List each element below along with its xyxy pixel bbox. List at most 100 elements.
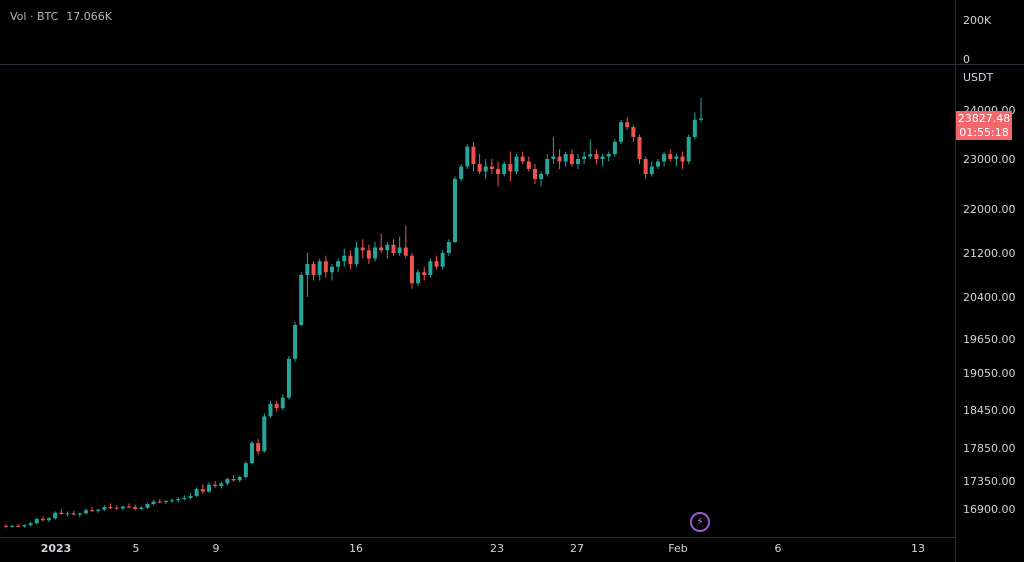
- candle-body: [545, 159, 550, 174]
- candle-body: [575, 159, 580, 164]
- candle-body: [53, 512, 58, 519]
- candle-body: [385, 244, 390, 251]
- price-tick-label: 21200.00: [963, 247, 1016, 260]
- candle-body: [71, 513, 76, 515]
- candle-body: [520, 156, 525, 162]
- candle-body: [446, 242, 451, 253]
- candle-body: [188, 495, 193, 498]
- candles-group: [4, 97, 703, 529]
- candle-body: [4, 525, 8, 527]
- candle-body: [674, 156, 679, 159]
- candle-body: [114, 507, 119, 509]
- candle-body: [145, 504, 150, 508]
- candle-body: [360, 247, 365, 251]
- time-tick-label: Feb: [668, 542, 687, 555]
- candle-body: [379, 247, 384, 251]
- candle-body: [619, 122, 624, 142]
- time-tick-label: 5: [133, 542, 140, 555]
- candle-body: [588, 154, 593, 157]
- candle-body: [582, 156, 587, 159]
- candle-body: [231, 479, 236, 481]
- candle-body: [28, 523, 33, 526]
- candle-body: [680, 156, 685, 162]
- last-price-tag: 23827.48 01:55:18: [956, 111, 1012, 140]
- candle-body: [655, 161, 660, 167]
- candle-body: [108, 507, 113, 509]
- candle-body: [250, 442, 255, 464]
- candle-body: [170, 500, 175, 502]
- candle-body: [182, 497, 187, 500]
- price-axis-border: [955, 0, 956, 562]
- candle-body: [127, 506, 132, 508]
- candle-body: [90, 510, 95, 512]
- lightning-icon[interactable]: ⚡: [690, 512, 710, 532]
- candle-body: [514, 156, 519, 172]
- candle-body: [668, 154, 673, 159]
- candle-body: [477, 164, 482, 172]
- candle-body: [612, 141, 617, 155]
- candle-body: [336, 261, 341, 267]
- candle-body: [213, 484, 218, 486]
- price-tick-label: 17350.00: [963, 475, 1016, 488]
- candle-body: [120, 506, 125, 509]
- candle-body: [47, 518, 52, 521]
- candle-body: [692, 119, 697, 137]
- candle-body: [243, 463, 248, 478]
- candle-body: [539, 174, 544, 179]
- volume-label: Vol · BTC: [10, 10, 59, 23]
- time-tick-label: 9: [213, 542, 220, 555]
- candle-body: [631, 127, 636, 137]
- price-tick-label: 19650.00: [963, 333, 1016, 346]
- candle-body: [502, 164, 507, 174]
- candle-body: [151, 501, 156, 505]
- candle-body: [102, 507, 107, 510]
- time-tick-label: 13: [911, 542, 925, 555]
- candle-body: [637, 136, 642, 159]
- time-tick-label: 27: [570, 542, 584, 555]
- candle-body: [416, 272, 421, 284]
- candle-body: [293, 325, 298, 359]
- candle-body: [22, 525, 27, 527]
- candle-body: [194, 489, 199, 496]
- candle-body: [354, 247, 359, 264]
- lightning-glyph: ⚡: [696, 515, 704, 528]
- price-tick-label: 20400.00: [963, 291, 1016, 304]
- candle-body: [489, 166, 494, 169]
- candle-body: [662, 154, 667, 162]
- candle-body: [452, 179, 457, 242]
- pane-separator[interactable]: [0, 64, 1024, 65]
- volume-axis[interactable]: 200K 0: [963, 14, 992, 66]
- volume-tick-label: 200K: [963, 14, 992, 27]
- time-tick-label: 16: [349, 542, 363, 555]
- candle-body: [59, 512, 64, 514]
- price-axis-unit: USDT: [963, 71, 994, 84]
- candle-body: [286, 358, 291, 398]
- candle-body: [686, 136, 691, 162]
- candle-body: [459, 166, 464, 179]
- price-tick-label: 22000.00: [963, 203, 1016, 216]
- candle-body: [551, 156, 556, 159]
- candle-body: [471, 146, 476, 164]
- volume-legend: Vol · BTC 17.066K: [10, 10, 112, 23]
- candle-body: [600, 156, 605, 159]
- candle-body: [373, 247, 378, 259]
- candle-body: [329, 266, 334, 273]
- price-tick-label: 18450.00: [963, 404, 1016, 417]
- candle-body: [699, 118, 703, 120]
- candle-body: [483, 166, 488, 172]
- candle-body: [163, 500, 168, 503]
- candle-body: [268, 403, 273, 417]
- candle-body: [323, 261, 328, 273]
- price-axis[interactable]: USDT 24000.0023000.0022000.0021200.00204…: [963, 71, 1016, 516]
- candle-body: [133, 507, 138, 509]
- time-axis-border: [0, 537, 955, 538]
- candle-body: [391, 244, 396, 253]
- candle-body: [397, 247, 402, 253]
- volume-value: 17.066K: [66, 10, 112, 23]
- candle-body: [206, 484, 211, 492]
- candle-body: [83, 510, 88, 514]
- time-axis[interactable]: 2023 5 9 16 23 27 Feb 6 13: [41, 542, 925, 555]
- candle-body: [342, 255, 347, 262]
- price-tick-label: 19050.00: [963, 367, 1016, 380]
